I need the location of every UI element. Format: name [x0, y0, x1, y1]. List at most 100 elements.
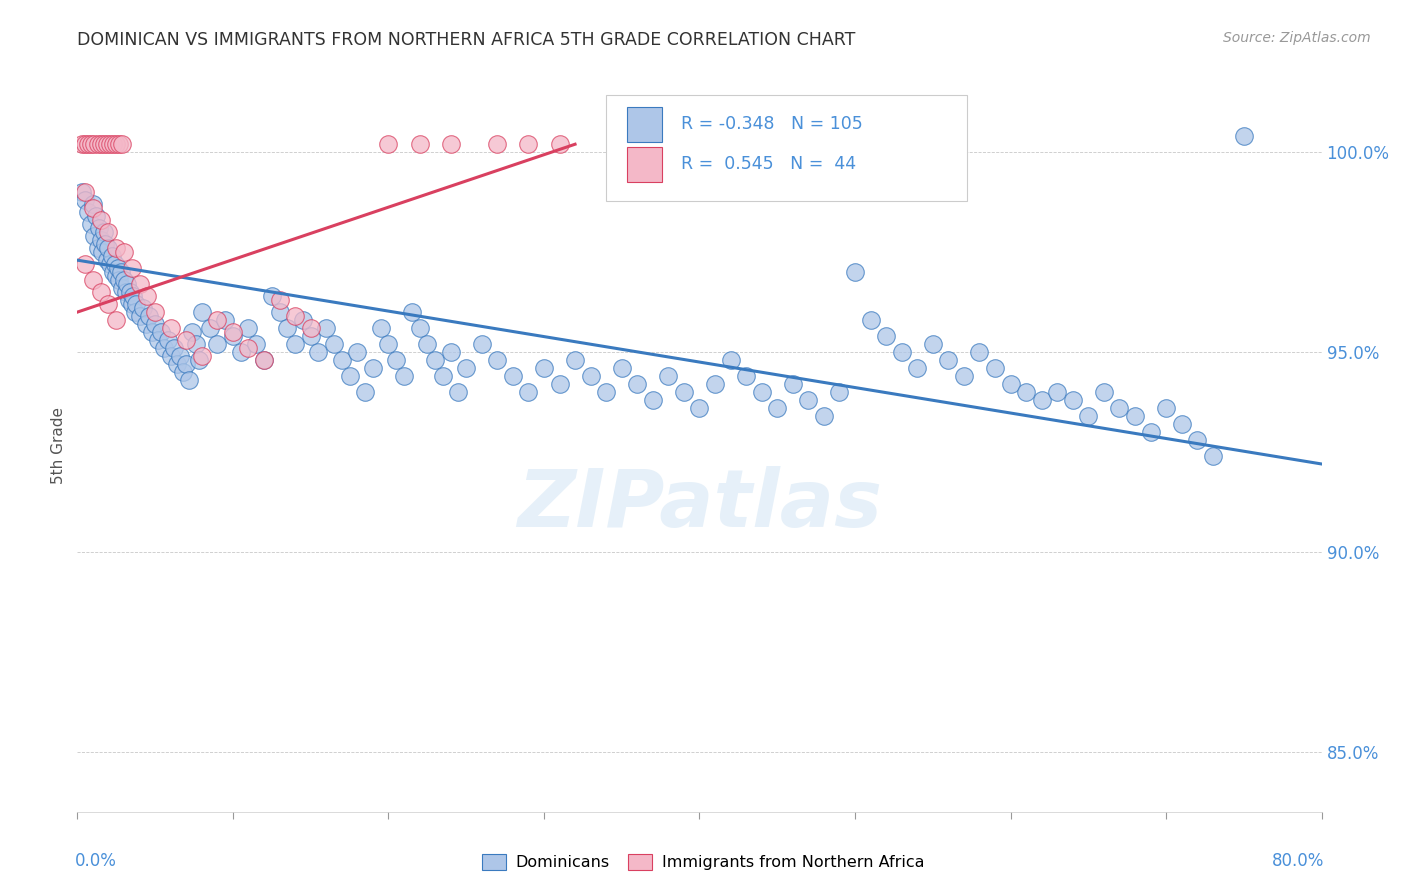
- Point: [108, 137, 131, 152]
- Point: [214, 313, 236, 327]
- Point: [447, 385, 470, 400]
- Point: [70, 137, 93, 152]
- Point: [416, 337, 439, 351]
- Point: [207, 337, 229, 351]
- Point: [408, 321, 430, 335]
- Point: [307, 345, 329, 359]
- Point: [392, 369, 415, 384]
- Point: [626, 377, 648, 392]
- Point: [111, 281, 134, 295]
- Point: [533, 361, 555, 376]
- Point: [90, 137, 112, 152]
- Point: [159, 321, 181, 335]
- Point: [1092, 385, 1115, 400]
- Point: [921, 337, 943, 351]
- Point: [101, 265, 124, 279]
- Point: [238, 321, 260, 335]
- Point: [136, 289, 159, 303]
- Point: [90, 285, 112, 299]
- Point: [299, 321, 322, 335]
- Point: [77, 205, 100, 219]
- Point: [751, 385, 773, 400]
- Point: [238, 341, 260, 355]
- Point: [174, 333, 197, 347]
- Point: [181, 325, 204, 339]
- Point: [122, 289, 145, 303]
- Point: [339, 369, 361, 384]
- Text: R =  0.545   N =  44: R = 0.545 N = 44: [681, 155, 856, 173]
- Point: [156, 333, 179, 347]
- Point: [120, 285, 142, 299]
- Point: [517, 385, 540, 400]
- Point: [672, 385, 695, 400]
- Point: [98, 257, 121, 271]
- Point: [502, 369, 524, 384]
- Point: [166, 357, 188, 371]
- Text: DOMINICAN VS IMMIGRANTS FROM NORTHERN AFRICA 5TH GRADE CORRELATION CHART: DOMINICAN VS IMMIGRANTS FROM NORTHERN AF…: [77, 31, 856, 49]
- Point: [150, 325, 173, 339]
- Point: [75, 137, 97, 152]
- FancyBboxPatch shape: [627, 107, 662, 142]
- Point: [93, 225, 115, 239]
- Point: [953, 369, 976, 384]
- Point: [689, 401, 711, 415]
- Point: [96, 137, 118, 152]
- Point: [222, 329, 245, 343]
- Point: [222, 325, 245, 339]
- Point: [77, 137, 100, 152]
- Point: [1108, 401, 1130, 415]
- Point: [385, 353, 408, 368]
- Point: [112, 245, 135, 260]
- Point: [184, 337, 207, 351]
- Point: [97, 241, 120, 255]
- Point: [82, 273, 104, 287]
- Point: [84, 209, 107, 223]
- Point: [905, 361, 928, 376]
- Point: [229, 345, 252, 359]
- Point: [260, 289, 283, 303]
- Point: [782, 377, 804, 392]
- Point: [641, 392, 664, 407]
- Point: [1000, 377, 1022, 392]
- Point: [890, 345, 912, 359]
- Point: [401, 305, 423, 319]
- Point: [440, 345, 463, 359]
- Point: [1031, 392, 1053, 407]
- Point: [115, 277, 138, 292]
- Point: [253, 353, 276, 368]
- Point: [299, 329, 322, 343]
- Point: [105, 241, 128, 255]
- Point: [87, 221, 110, 235]
- Point: [276, 321, 298, 335]
- Point: [91, 245, 114, 260]
- Point: [1015, 385, 1038, 400]
- Point: [1062, 392, 1084, 407]
- Point: [138, 309, 160, 323]
- Point: [172, 365, 194, 379]
- Point: [1046, 385, 1069, 400]
- Point: [735, 369, 758, 384]
- Point: [720, 353, 742, 368]
- Point: [80, 217, 103, 231]
- Point: [370, 321, 392, 335]
- Point: [100, 249, 122, 263]
- Point: [269, 305, 291, 319]
- Point: [361, 361, 384, 376]
- Legend: Dominicans, Immigrants from Northern Africa: Dominicans, Immigrants from Northern Afr…: [477, 849, 929, 875]
- Point: [187, 353, 209, 368]
- Point: [938, 353, 960, 368]
- Point: [291, 313, 314, 327]
- Point: [179, 373, 201, 387]
- Text: 0.0%: 0.0%: [75, 852, 117, 870]
- Point: [97, 225, 120, 239]
- Point: [859, 313, 882, 327]
- Point: [75, 185, 97, 199]
- Point: [323, 337, 346, 351]
- Point: [315, 321, 337, 335]
- Point: [657, 369, 679, 384]
- Point: [93, 137, 115, 152]
- Point: [104, 257, 127, 271]
- Point: [96, 253, 118, 268]
- Point: [377, 337, 399, 351]
- Point: [766, 401, 789, 415]
